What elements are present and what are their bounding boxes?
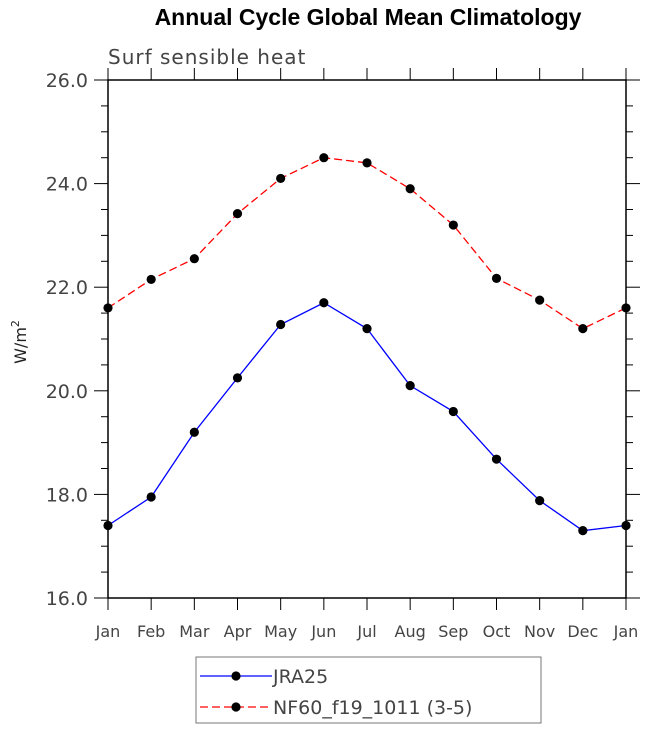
y-tick-label: 16.0 (46, 588, 88, 610)
data-point (621, 303, 631, 313)
x-tick-label: Mar (179, 622, 210, 641)
data-point (448, 220, 458, 230)
data-point (146, 492, 156, 502)
data-point (491, 454, 502, 464)
data-point (535, 496, 545, 506)
x-tick-label: Feb (137, 622, 165, 641)
chart-title: Annual Cycle Global Mean Climatology (155, 4, 582, 30)
data-point (103, 303, 113, 313)
y-tick-label: 18.0 (46, 484, 88, 506)
y-axis-label: W/m2 (9, 320, 30, 364)
x-tick-label: Sep (438, 622, 468, 641)
series-line-0 (107, 301, 627, 532)
data-point (448, 406, 458, 417)
data-point (232, 373, 243, 383)
series-layer (103, 153, 631, 536)
x-tick-label: Jun (310, 622, 336, 641)
data-point (103, 520, 113, 531)
x-tick-label: Aug (395, 622, 426, 641)
data-point (362, 158, 372, 168)
data-point (621, 520, 631, 531)
x-tick-label: Oct (483, 622, 511, 641)
data-point (189, 254, 199, 264)
data-point (491, 273, 502, 283)
data-point (146, 274, 156, 285)
legend-label: NF60_f19_1011 (3-5) (273, 697, 472, 719)
data-point (319, 298, 329, 308)
x-tick-label: Nov (524, 622, 555, 641)
data-point (578, 526, 588, 536)
data-point (189, 427, 199, 437)
x-axis: Jan Feb Mar Apr May Jun Jul Aug Sep Oct Nov Dec Jan (95, 68, 639, 641)
y-axis: 16.0 18.0 20.0 22.0 24.0 26.0 (46, 70, 640, 610)
legend-box (195, 656, 542, 724)
x-tick-label: Dec (567, 622, 598, 641)
data-point (276, 319, 286, 330)
series-line-1 (107, 157, 627, 330)
y-axis-label-unit: W/m (11, 327, 30, 364)
data-point (535, 295, 545, 305)
legend-marker (231, 702, 241, 712)
data-point (319, 153, 329, 163)
data-point (232, 209, 243, 219)
legend-label: JRA25 (272, 666, 328, 688)
chart-subtitle: Surf sensible heat (108, 45, 306, 69)
y-tick-label: 22.0 (46, 277, 88, 299)
data-point (362, 324, 372, 334)
y-tick-label: 20.0 (46, 381, 88, 403)
plot-border (107, 79, 627, 599)
x-tick-label: Jan (613, 622, 639, 641)
legend-marker (231, 671, 241, 681)
data-point (405, 184, 415, 194)
x-tick-label: Jul (356, 622, 376, 641)
data-point (276, 173, 286, 184)
legend: JRA25 NF60_f19_1011 (3-5) (195, 656, 542, 724)
data-point (405, 381, 415, 391)
data-point (578, 324, 588, 334)
plot-frame (107, 79, 627, 599)
x-tick-label: May (264, 622, 297, 641)
x-tick-label: Jan (95, 622, 121, 641)
y-tick-label: 26.0 (46, 70, 88, 92)
y-tick-label: 24.0 (46, 174, 88, 196)
y-axis-label-exponent: 2 (9, 320, 22, 327)
x-tick-label: Apr (224, 622, 252, 641)
